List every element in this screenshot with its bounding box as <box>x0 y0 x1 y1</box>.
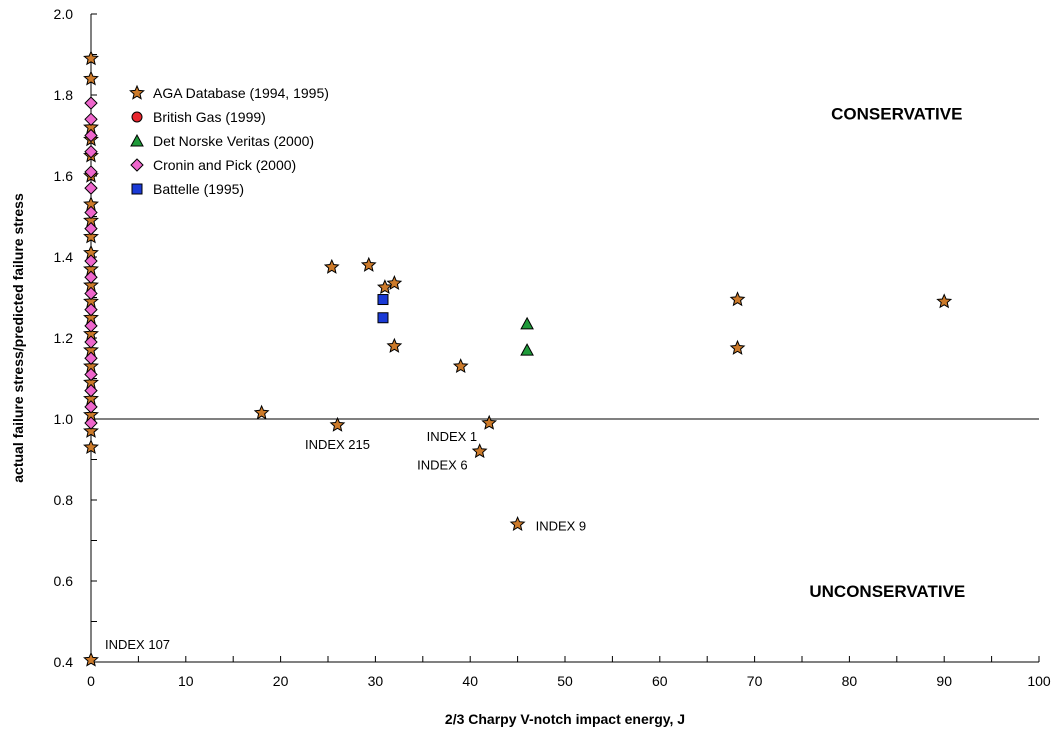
data-point-diamond <box>84 383 98 398</box>
data-point-diamond <box>84 165 98 179</box>
legend-label: AGA Database (1994, 1995) <box>153 85 329 101</box>
point-annotation: INDEX 215 <box>305 437 370 452</box>
data-point-diamond <box>84 128 98 143</box>
legend-marker-star <box>129 84 145 100</box>
legend-marker-diamond <box>130 158 144 172</box>
y-tick-label: 1.0 <box>54 411 74 427</box>
x-tick-label: 10 <box>178 673 194 689</box>
data-point-star <box>329 416 346 432</box>
data-point-star <box>471 443 488 459</box>
y-tick-label: 0.4 <box>54 654 74 670</box>
data-point-diamond <box>84 286 98 301</box>
x-tick-label: 90 <box>936 673 952 689</box>
data-point-diamond <box>84 205 98 220</box>
point-annotation: INDEX 107 <box>105 637 170 652</box>
data-point-star <box>360 256 377 272</box>
data-point-star <box>83 70 99 86</box>
x-tick-label: 70 <box>747 673 763 689</box>
data-point-star <box>83 651 99 667</box>
data-point-star <box>376 279 393 295</box>
region-label: UNCONSERVATIVE <box>809 582 965 601</box>
y-tick-label: 1.6 <box>54 168 74 184</box>
data-point-diamond <box>84 96 98 110</box>
data-point-diamond <box>84 270 98 284</box>
data-point-diamond <box>84 367 98 382</box>
y-tick-label: 2.0 <box>54 6 74 22</box>
data-point-star <box>83 228 99 244</box>
y-tick-label: 0.8 <box>54 492 74 508</box>
data-point-square <box>377 294 389 306</box>
x-tick-label: 50 <box>557 673 573 689</box>
x-axis-title: 2/3 Charpy V-notch impact energy, J <box>445 711 685 727</box>
data-point-diamond <box>84 112 98 127</box>
x-tick-label: 0 <box>87 673 95 689</box>
data-point-diamond <box>84 221 98 236</box>
data-point-diamond <box>84 416 98 430</box>
data-point-star <box>729 339 746 355</box>
data-point-diamond <box>84 319 98 333</box>
data-point-star <box>452 358 469 374</box>
data-point-star <box>253 404 270 420</box>
data-point-star <box>83 422 99 438</box>
data-point-diamond <box>84 302 98 317</box>
data-point-diamond <box>84 351 98 365</box>
data-point-star <box>386 337 403 353</box>
data-point-star <box>509 516 526 532</box>
data-point-diamond <box>84 144 98 159</box>
data-point-triangle <box>520 316 534 330</box>
legend-label: Battelle (1995) <box>153 181 244 197</box>
point-annotation: INDEX 6 <box>417 457 468 472</box>
data-point-diamond <box>84 335 98 349</box>
y-tick-label: 1.4 <box>54 249 74 265</box>
data-point-star <box>936 293 953 309</box>
data-point-star <box>83 50 99 66</box>
legend-marker-circle <box>131 111 143 123</box>
x-tick-label: 40 <box>462 673 478 689</box>
data-point-star <box>729 291 746 307</box>
x-tick-label: 30 <box>368 673 384 689</box>
y-tick-label: 1.2 <box>54 330 74 346</box>
legend-label: British Gas (1999) <box>153 109 266 125</box>
data-point-diamond <box>84 254 98 268</box>
legend-label: Det Norske Veritas (2000) <box>153 133 314 149</box>
data-point-diamond <box>84 181 98 195</box>
point-annotation: INDEX 9 <box>536 518 587 533</box>
x-tick-label: 60 <box>652 673 668 689</box>
x-tick-label: 100 <box>1027 673 1051 689</box>
data-point-star <box>481 414 498 430</box>
data-point-diamond <box>84 400 98 414</box>
data-point-triangle <box>520 343 534 356</box>
data-point-star <box>386 275 403 291</box>
y-axis-title: actual failure stress/predicted failure … <box>10 193 26 483</box>
x-tick-label: 20 <box>273 673 289 689</box>
y-tick-label: 0.6 <box>54 573 74 589</box>
data-point-star <box>83 439 99 455</box>
point-annotation: INDEX 1 <box>427 429 478 444</box>
x-tick-label: 80 <box>842 673 858 689</box>
region-label: CONSERVATIVE <box>831 104 962 123</box>
data-point-square <box>377 312 389 324</box>
data-point-star <box>323 258 340 274</box>
legend-marker-square <box>131 183 143 195</box>
y-tick-label: 1.8 <box>54 87 74 103</box>
legend-label: Cronin and Pick (2000) <box>153 157 296 173</box>
legend-marker-triangle <box>130 133 144 147</box>
